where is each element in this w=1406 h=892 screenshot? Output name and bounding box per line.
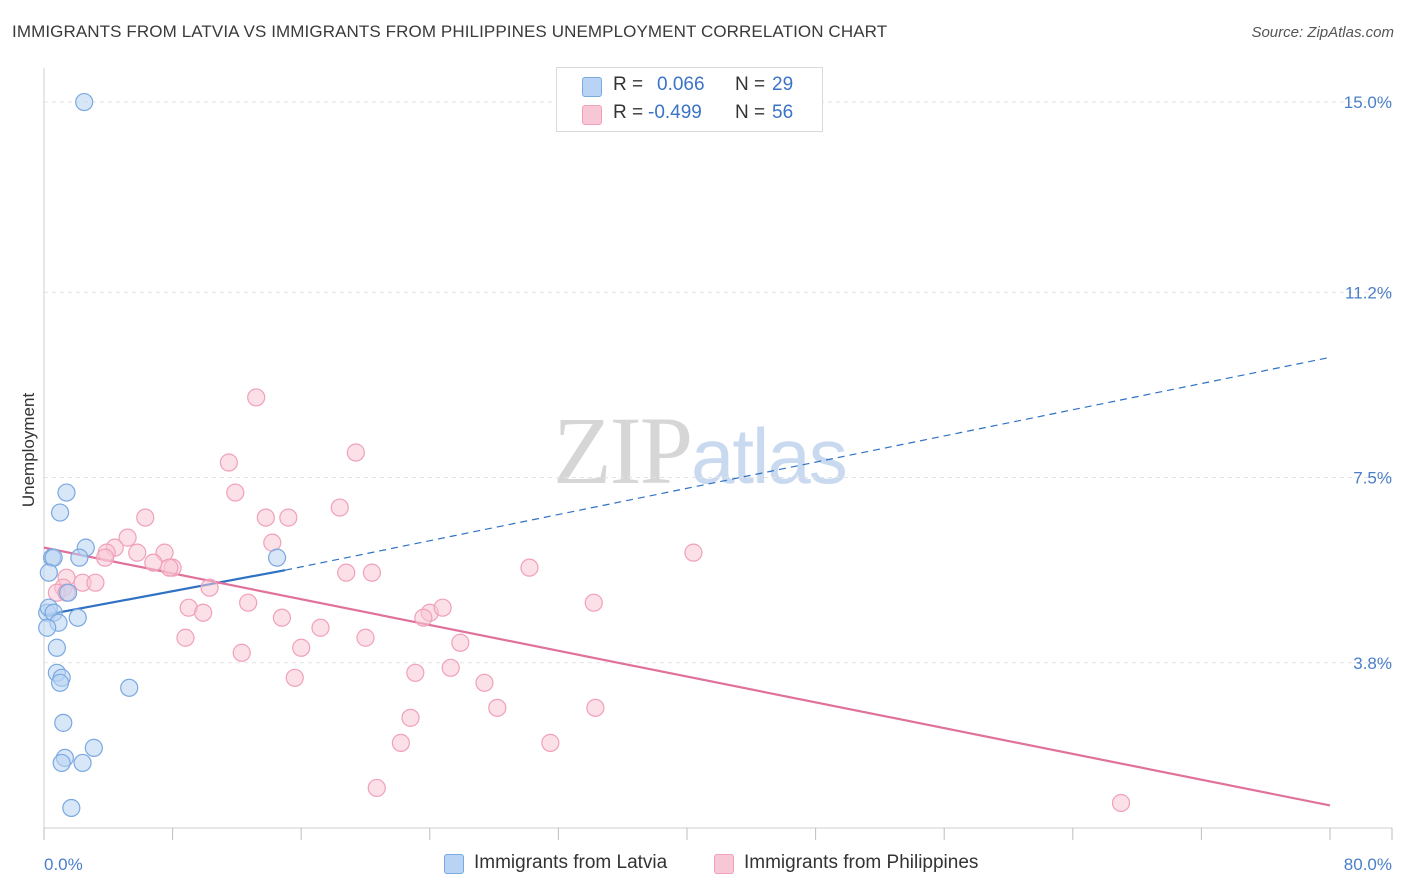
latvia-data-point: [44, 548, 63, 567]
latvia-swatch: [582, 77, 602, 97]
stat-row-latvia: R = 0.066 N = 29: [557, 72, 822, 100]
y-tick-label: 15.0%: [1344, 93, 1392, 112]
legend-philippines-swatch: [714, 854, 734, 874]
latvia-data-point: [73, 753, 92, 773]
tick-labels: 3.8% 7.5% 11.2% 15.0% 0.0% 80.0% Unemployment: [19, 93, 1392, 874]
philippines-r-value: -0.499: [648, 102, 702, 123]
latvia-data-point: [84, 738, 103, 757]
trend-lines: [43, 356, 1331, 807]
philippines-data-point: [451, 633, 470, 652]
philippines-data-point: [406, 663, 425, 682]
latvia-r-label: R =: [613, 74, 644, 95]
latvia-data-point: [52, 753, 71, 773]
philippines-data-point: [488, 698, 507, 717]
philippines-data-point: [226, 483, 245, 502]
latvia-data-point: [75, 92, 94, 112]
data-points: [38, 92, 1131, 818]
philippines-data-point: [118, 528, 137, 547]
philippines-data-point: [285, 668, 304, 687]
philippines-data-point: [272, 608, 292, 627]
latvia-data-point: [120, 678, 139, 697]
latvia-data-point: [57, 483, 76, 502]
philippines-data-point: [346, 443, 365, 462]
philippines-data-point: [128, 543, 147, 562]
philippines-data-point: [200, 578, 219, 597]
latvia-data-point: [50, 673, 70, 692]
philippines-data-point: [1111, 793, 1131, 813]
philippines-data-point: [356, 628, 375, 647]
philippines-data-point: [176, 628, 195, 647]
latvia-data-point: [39, 563, 58, 582]
latvia-data-point: [59, 583, 78, 602]
latvia-data-point: [68, 608, 87, 627]
legend-latvia-swatch: [444, 854, 464, 874]
philippines-data-point: [95, 548, 115, 567]
y-tick-label: 7.5%: [1353, 469, 1392, 488]
philippines-data-point: [136, 508, 155, 527]
x-tick-label-min: 0.0%: [44, 855, 83, 874]
philippines-data-point: [232, 643, 251, 662]
y-axis-title: Unemployment: [19, 393, 38, 508]
philippines-data-point: [414, 608, 433, 627]
legend-latvia-label: Immigrants from Latvia: [474, 852, 668, 873]
philippines-data-point: [520, 558, 539, 577]
philippines-data-point: [362, 563, 382, 582]
y-tick-label: 11.2%: [1345, 283, 1392, 302]
philippines-data-point: [441, 658, 460, 677]
philippines-data-point: [541, 733, 560, 752]
philippines-data-point: [433, 598, 452, 617]
grid-lines: [44, 101, 1392, 664]
latvia-trend-line: [43, 569, 286, 617]
source-credit: Source: ZipAtlas.com: [1251, 24, 1394, 41]
philippines-n-label: N =: [735, 102, 766, 123]
latvia-data-point: [38, 618, 57, 637]
latvia-data-point: [54, 713, 73, 732]
philippines-data-point: [401, 708, 420, 727]
correlation-stats-box: R = 0.066 N = 29 R = -0.499 N = 56: [556, 67, 823, 132]
philippines-data-point: [239, 593, 258, 612]
philippines-data-point: [292, 638, 311, 657]
philippines-trend-line: [43, 546, 1331, 807]
latvia-trend-extension: [285, 356, 1331, 571]
philippines-data-point: [584, 593, 603, 612]
philippines-data-point: [247, 388, 266, 407]
latvia-data-point: [50, 503, 70, 522]
philippines-n-value: 56: [772, 102, 794, 123]
philippines-swatch: [582, 105, 602, 125]
philippines-data-point: [256, 508, 275, 527]
latvia-data-point: [62, 798, 81, 818]
y-tick-label: 3.8%: [1353, 654, 1392, 673]
latvia-data-point: [267, 548, 287, 567]
philippines-data-point: [684, 543, 703, 562]
chart-title: IMMIGRANTS FROM LATVIA VS IMMIGRANTS FRO…: [12, 22, 888, 41]
philippines-data-point: [86, 573, 105, 592]
philippines-data-point: [144, 553, 163, 572]
philippines-data-point: [279, 508, 298, 527]
latvia-n-label: N =: [735, 74, 766, 95]
philippines-data-point: [367, 778, 386, 798]
philippines-data-point: [586, 698, 605, 717]
latvia-data-point: [47, 638, 66, 657]
legend-philippines-label: Immigrants from Philippines: [744, 852, 979, 873]
philippines-data-point: [337, 563, 356, 582]
philippines-data-point: [475, 673, 494, 692]
philippines-data-point: [194, 603, 213, 622]
philippines-data-point: [160, 558, 179, 577]
philippines-data-point: [219, 453, 238, 472]
x-tick-label-max: 80.0%: [1344, 855, 1392, 874]
philippines-data-point: [311, 618, 330, 637]
philippines-data-point: [330, 498, 349, 517]
latvia-data-point: [70, 548, 89, 567]
stat-row-philippines: R = -0.499 N = 56: [557, 100, 822, 128]
latvia-n-value: 29: [772, 74, 794, 95]
latvia-r-value: 0.066: [657, 74, 705, 95]
philippines-data-point: [263, 533, 282, 552]
axes: [43, 68, 1393, 840]
philippines-r-label: R =: [613, 102, 644, 123]
philippines-data-point: [391, 733, 410, 752]
